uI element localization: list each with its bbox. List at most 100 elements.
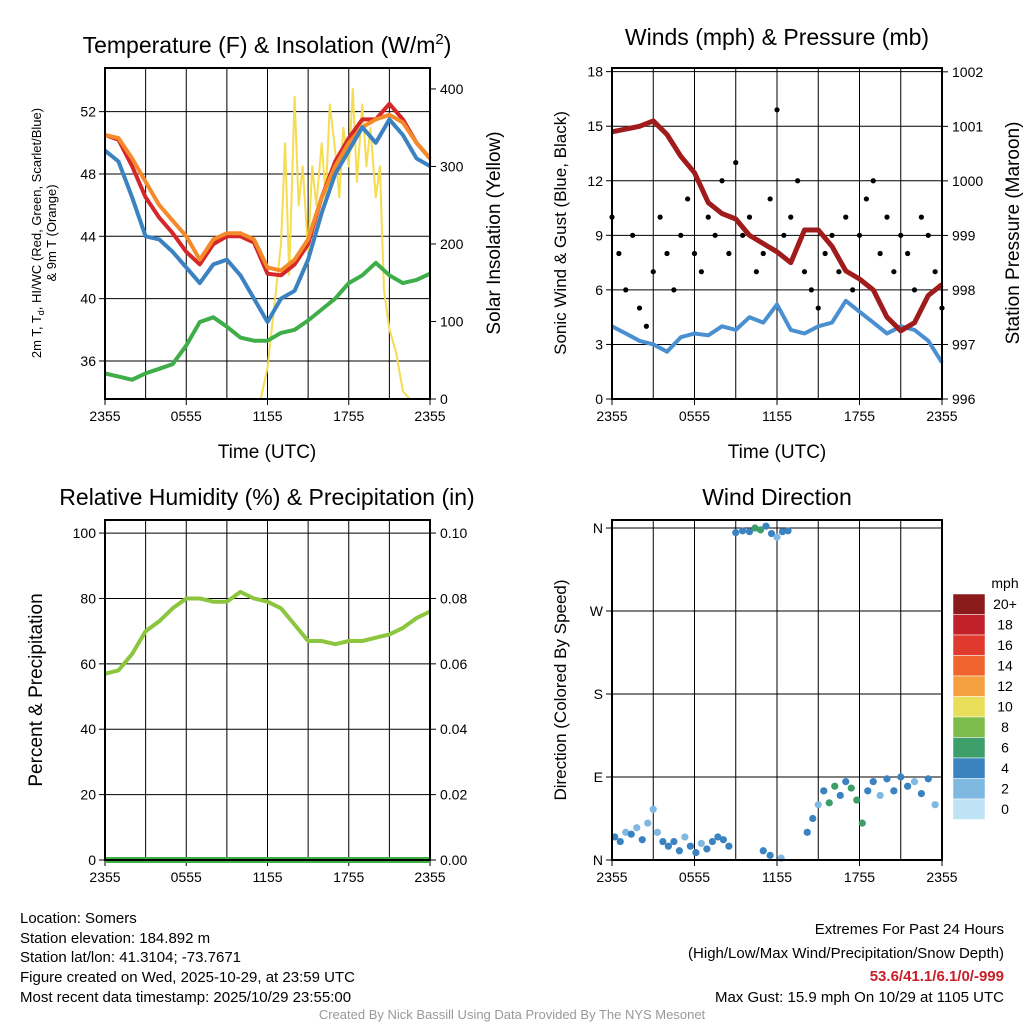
gust-point: [698, 269, 704, 275]
y-right-tick-label: 996: [952, 391, 976, 407]
wind-direction-point: [876, 791, 884, 800]
colorbar-label: 20+: [993, 596, 1017, 612]
gust-point: [643, 323, 649, 329]
colorbar-label: 16: [997, 637, 1013, 653]
recent-data-text: Most recent data timestamp: 2025/10/29 2…: [20, 989, 351, 1006]
temp-x-axis-label: Time (UTC): [218, 442, 317, 463]
y-right-tick-label: 1001: [952, 118, 983, 134]
y-tick-label: E: [594, 769, 603, 785]
y-right-tick-label: 998: [952, 282, 976, 298]
y-tick-label: 0: [88, 852, 96, 868]
x-tick-label: 1755: [333, 869, 364, 885]
colorbar-swatch: [952, 757, 986, 779]
wind-direction-point: [703, 845, 711, 853]
wind-direction-point: [842, 778, 850, 786]
y-tick-label: 0: [595, 391, 603, 407]
y-tick-label: 3: [595, 336, 603, 352]
wind-direction-point: [890, 787, 898, 795]
max-gust-text: Max Gust: 15.9 mph On 10/29 at 1105 UTC: [715, 989, 1004, 1006]
gust-point: [678, 232, 684, 238]
x-tick-label: 1755: [333, 408, 364, 424]
colorbar-label: 6: [1001, 740, 1009, 756]
gust-point: [863, 196, 869, 202]
wind-direction-point: [675, 847, 683, 855]
y-tick-label: N: [593, 520, 603, 536]
y-tick-label: 12: [587, 173, 603, 189]
colorbar-label: 10: [997, 699, 1013, 715]
y-right-tick-label: 0.10: [440, 525, 467, 541]
2m-td-line: [104, 260, 431, 382]
wind-direction-point: [858, 819, 866, 827]
colorbar-label: 18: [997, 617, 1013, 633]
x-tick-label: 0555: [171, 408, 202, 424]
wind-direction-point: [847, 784, 855, 792]
y-right-tick-label: 400: [440, 81, 464, 97]
wind-direction-point: [897, 773, 905, 781]
rh-plot-frame: [104, 519, 431, 861]
x-tick-label: 1155: [252, 869, 282, 885]
y-tick-label: 40: [80, 721, 96, 737]
gust-point: [664, 250, 670, 257]
wind-direction-point: [853, 796, 861, 804]
wind-direction-point: [745, 528, 754, 536]
gust-point: [836, 269, 842, 275]
y-right-tick-label: 997: [952, 336, 976, 352]
station-pressure-line: [611, 118, 944, 334]
wind-direction-point: [649, 805, 657, 813]
gust-point: [822, 250, 828, 257]
wind-direction-chart-title: Wind Direction: [702, 484, 852, 510]
gust-point: [884, 214, 890, 220]
wind-direction-point: [697, 839, 705, 848]
colorbar-label: 0: [1001, 801, 1009, 817]
colorbar-label: 4: [1001, 760, 1009, 776]
y-right-tick-label: 0: [440, 391, 448, 407]
wind-direction-point: [831, 782, 839, 790]
sustained-wind-line: [611, 298, 944, 364]
x-tick-label: 1155: [762, 408, 792, 424]
y-tick-label: 52: [80, 104, 96, 120]
wind-direction-point: [825, 799, 833, 807]
wind-direction-point: [686, 842, 694, 850]
wind-direction-point: [739, 527, 747, 535]
wind-direction-point: [638, 836, 646, 844]
x-tick-label: 1155: [252, 408, 282, 424]
colorbar-swatch: [952, 716, 986, 738]
gust-point: [685, 196, 691, 202]
wind-direction-point: [803, 828, 811, 836]
y-tick-label: W: [590, 603, 604, 619]
gust-point: [925, 232, 931, 238]
wind-direction-point: [820, 787, 828, 795]
colorbar-swatch: [952, 696, 986, 718]
credit-text: Created By Nick Bassill Using Data Provi…: [319, 1007, 706, 1022]
location-text: Location: Somers: [20, 910, 137, 927]
wind-direction-point: [633, 824, 641, 832]
wind-direction-point: [883, 775, 891, 783]
temp-y-axis-label-line2: & 9m T (Orange): [44, 184, 59, 281]
gust-point: [733, 159, 739, 166]
9m-t-line: [104, 112, 432, 273]
wind-direction-point: [756, 526, 765, 534]
gust-point: [636, 305, 643, 311]
temp-chart-title: Temperature (F) & Insolation (W/m2): [83, 31, 452, 58]
wind-plot: 0 3 6 9 12 15 18 996 997 998 999 1000 1001 1002 2355 05…: [587, 64, 983, 424]
y-tick-label: 6: [595, 282, 603, 298]
wind-direction-point: [681, 833, 689, 841]
wind-direction-point: [762, 522, 770, 530]
y-right-tick-label: 999: [952, 227, 976, 243]
wind-direction-point: [864, 787, 872, 795]
wind-direction-point: [809, 814, 817, 823]
x-tick-label: 1755: [844, 869, 875, 885]
wind-direction-y-axis-label: Direction (Colored By Speed): [551, 579, 570, 800]
y-tick-label: 9: [595, 227, 603, 243]
gust-point: [691, 250, 698, 257]
wind-direction-point: [622, 828, 630, 836]
gust-point: [801, 269, 808, 275]
rh-y-axis-label: Percent & Precipitation: [26, 593, 47, 786]
station-info: Location: Somers Station elevation: 184.…: [20, 910, 355, 1006]
colorbar-swatch: [952, 593, 986, 615]
colorbar-label: 8: [1001, 719, 1009, 735]
gust-point: [932, 269, 938, 275]
y-right-tick-label: 200: [440, 236, 464, 252]
extremes-title: Extremes For Past 24 Hours: [815, 921, 1004, 938]
x-tick-label: 1155: [762, 869, 792, 885]
